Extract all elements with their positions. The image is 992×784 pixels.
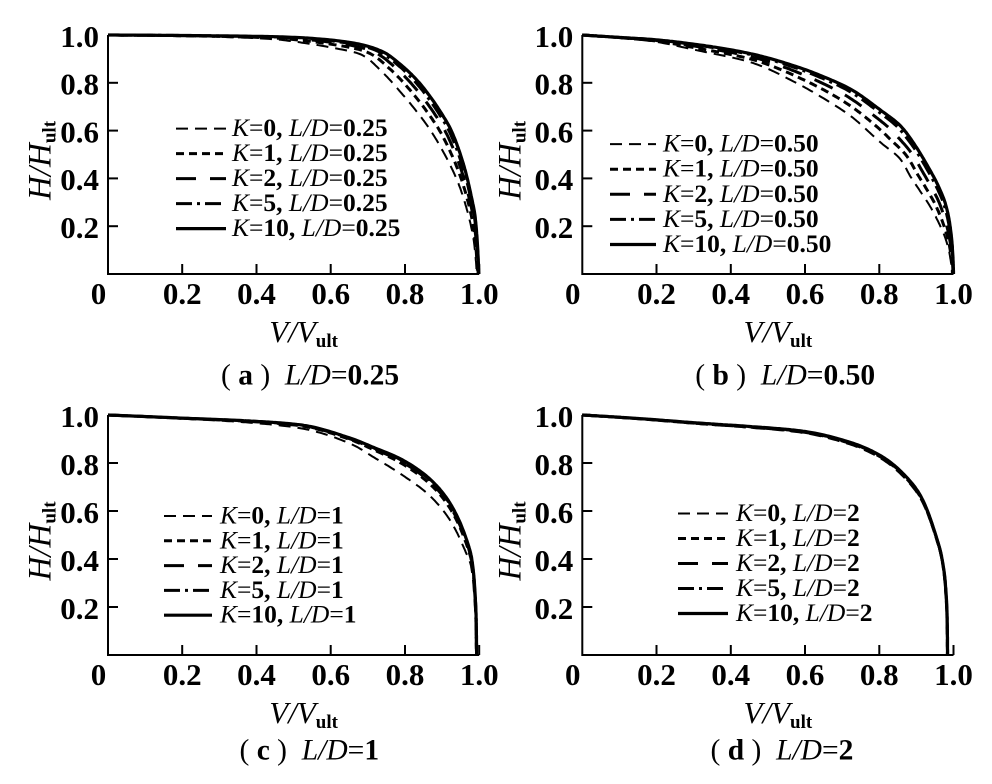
svg-text:1.0: 1.0 <box>934 276 973 311</box>
svg-text:0.2: 0.2 <box>60 210 99 245</box>
svg-text:K=0, L/D=0.50: K=0, L/D=0.50 <box>662 129 819 158</box>
svg-text:0.6: 0.6 <box>535 114 574 149</box>
svg-text:0.4: 0.4 <box>535 543 574 578</box>
svg-text:0.6: 0.6 <box>311 276 350 311</box>
svg-text:0.6: 0.6 <box>786 657 825 692</box>
svg-text:0.8: 0.8 <box>386 276 425 311</box>
svg-text:1.0: 1.0 <box>60 19 99 54</box>
svg-text:0.6: 0.6 <box>311 657 350 692</box>
svg-text:0.8: 0.8 <box>60 447 99 482</box>
svg-text:V/Vult: V/Vult <box>744 314 813 352</box>
svg-text:K=10, L/D=0.50: K=10, L/D=0.50 <box>662 229 831 258</box>
svg-text:0.4: 0.4 <box>237 657 276 692</box>
svg-text:1.0: 1.0 <box>460 276 499 311</box>
svg-text:1.0: 1.0 <box>460 657 499 692</box>
svg-text:0.2: 0.2 <box>535 591 574 626</box>
svg-text:K=10, L/D=1: K=10, L/D=1 <box>219 600 356 629</box>
svg-text:K=2, L/D=0.50: K=2, L/D=0.50 <box>662 179 819 208</box>
svg-text:0.6: 0.6 <box>60 114 99 149</box>
svg-text:V/Vult: V/Vult <box>744 695 813 733</box>
svg-text:K=0, L/D=1: K=0, L/D=1 <box>219 501 344 530</box>
svg-text:K=5, L/D=1: K=5, L/D=1 <box>219 575 344 604</box>
svg-text:0.2: 0.2 <box>637 657 676 692</box>
svg-text:0.4: 0.4 <box>237 276 276 311</box>
svg-text:K=5, L/D=0.25: K=5, L/D=0.25 <box>231 188 388 217</box>
svg-text:K=0, L/D=2: K=0, L/D=2 <box>735 498 860 527</box>
svg-text:0.2: 0.2 <box>163 657 202 692</box>
svg-text:0.8: 0.8 <box>60 67 99 102</box>
svg-text:0.4: 0.4 <box>60 162 99 197</box>
svg-text:V/Vult: V/Vult <box>269 695 338 733</box>
svg-text:( a ) L/D=0.25: ( a ) L/D=0.25 <box>221 360 399 392</box>
svg-text:0.2: 0.2 <box>637 276 676 311</box>
svg-text:( d ) L/D=2: ( d ) L/D=2 <box>711 735 854 767</box>
svg-text:1.0: 1.0 <box>934 657 973 692</box>
svg-text:K=1, L/D=0.50: K=1, L/D=0.50 <box>662 154 819 183</box>
svg-text:0.6: 0.6 <box>60 495 99 530</box>
svg-text:0: 0 <box>91 657 107 692</box>
svg-text:H/Hult: H/Hult <box>492 501 530 582</box>
svg-text:0.6: 0.6 <box>535 495 574 530</box>
svg-text:0: 0 <box>565 657 581 692</box>
svg-text:0.4: 0.4 <box>60 543 99 578</box>
svg-text:K=1, L/D=1: K=1, L/D=1 <box>219 525 344 554</box>
svg-text:H/Hult: H/Hult <box>23 120 61 201</box>
svg-text:K=2, L/D=1: K=2, L/D=1 <box>219 550 344 579</box>
svg-text:H/Hult: H/Hult <box>23 501 61 582</box>
svg-text:( c ) L/D=1: ( c ) L/D=1 <box>240 735 380 767</box>
svg-text:0.2: 0.2 <box>163 276 202 311</box>
svg-text:K=10, L/D=2: K=10, L/D=2 <box>735 598 872 627</box>
svg-text:K=10, L/D=0.25: K=10, L/D=0.25 <box>231 213 400 242</box>
svg-text:1.0: 1.0 <box>60 399 99 434</box>
svg-text:H/Hult: H/Hult <box>492 120 530 201</box>
svg-text:K=5, L/D=2: K=5, L/D=2 <box>735 573 860 602</box>
svg-text:K=0, L/D=0.25: K=0, L/D=0.25 <box>231 113 388 142</box>
svg-text:1.0: 1.0 <box>535 399 574 434</box>
svg-text:0.4: 0.4 <box>711 276 750 311</box>
svg-text:0.8: 0.8 <box>386 657 425 692</box>
svg-text:K=2, L/D=0.25: K=2, L/D=0.25 <box>231 163 388 192</box>
svg-text:0.8: 0.8 <box>535 447 574 482</box>
svg-text:0.4: 0.4 <box>535 162 574 197</box>
svg-text:0.8: 0.8 <box>535 67 574 102</box>
svg-text:0.8: 0.8 <box>860 657 899 692</box>
svg-text:0.6: 0.6 <box>786 276 825 311</box>
svg-text:K=2, L/D=2: K=2, L/D=2 <box>735 548 860 577</box>
svg-text:K=1, L/D=2: K=1, L/D=2 <box>735 523 860 552</box>
svg-text:1.0: 1.0 <box>535 19 574 54</box>
svg-text:0.4: 0.4 <box>711 657 750 692</box>
svg-text:V/Vult: V/Vult <box>269 314 338 352</box>
svg-text:0: 0 <box>91 276 107 311</box>
svg-text:K=1, L/D=0.25: K=1, L/D=0.25 <box>231 138 388 167</box>
svg-text:0: 0 <box>565 276 581 311</box>
svg-text:0.2: 0.2 <box>60 591 99 626</box>
svg-text:K=5, L/D=0.50: K=5, L/D=0.50 <box>662 204 819 233</box>
svg-text:( b ) L/D=0.50: ( b ) L/D=0.50 <box>695 360 875 392</box>
svg-text:0.8: 0.8 <box>860 276 899 311</box>
svg-text:0.2: 0.2 <box>535 210 574 245</box>
